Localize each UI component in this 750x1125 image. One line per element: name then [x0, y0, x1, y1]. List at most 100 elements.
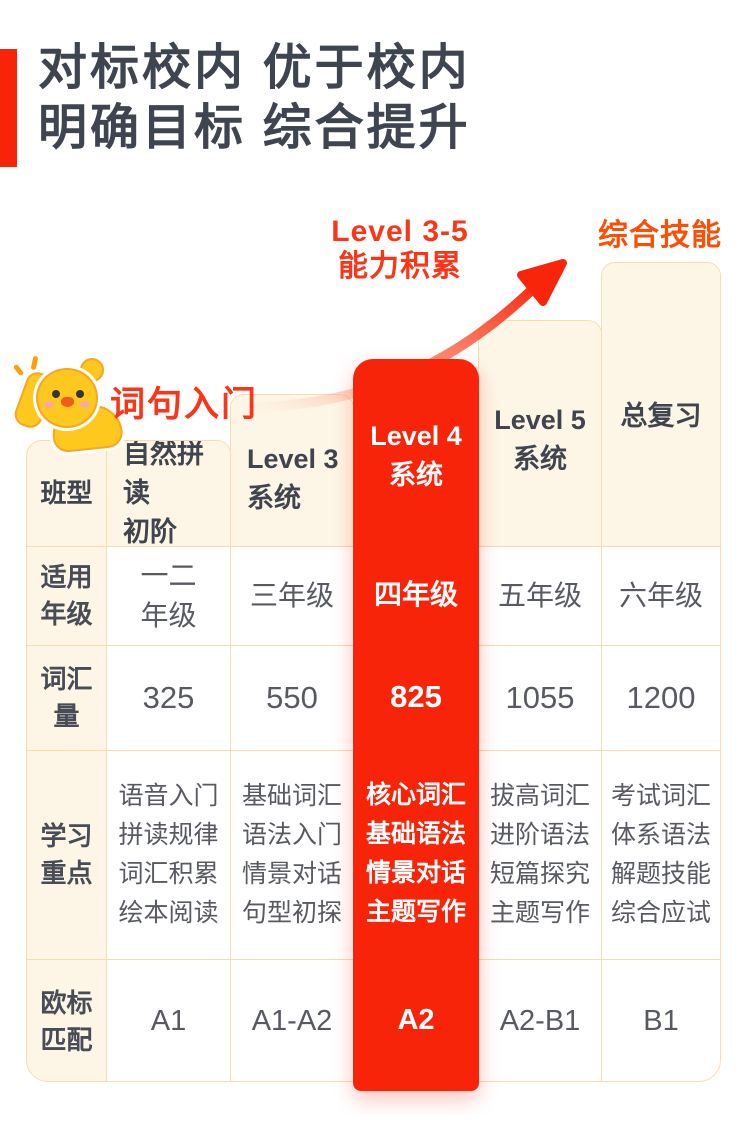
- cell-text: 句型初探: [241, 899, 342, 927]
- cell-text: 情景对话: [365, 858, 466, 887]
- cell-row-labels-focus: 学习 重点: [27, 750, 106, 959]
- cell-text: 五年级: [497, 580, 582, 611]
- cell-text: 年级: [40, 599, 93, 629]
- cell-level-4-vocab: 825: [353, 644, 479, 749]
- cell-text: 三年级: [249, 580, 334, 611]
- cell-text: 适用: [40, 562, 93, 592]
- cell-text: 主题写作: [365, 897, 466, 926]
- cell-text: B1: [643, 1005, 679, 1037]
- cell-text: 初阶: [123, 517, 177, 547]
- cell-text: 核心词汇: [365, 780, 466, 809]
- table-column-final-review: 总复习 六年级 1200 考试词汇 体系语法 解题技能 综合应试 B1: [601, 262, 721, 1082]
- cell-text: 情景对话: [241, 860, 342, 888]
- cell-text: 基础语法: [365, 819, 466, 848]
- cell-natural-phonics-cefr: A1: [107, 959, 230, 1081]
- cell-text: 550: [266, 680, 318, 715]
- cell-row-labels-grade: 适用 年级: [27, 546, 106, 645]
- cell-text: 拼读规律: [118, 821, 219, 849]
- cell-level-5-grade: 五年级: [479, 546, 601, 645]
- column-header-level-4: Level 4 系统: [353, 359, 479, 545]
- cell-text: 词汇: [40, 664, 93, 694]
- cell-final-review-cefr: B1: [602, 959, 720, 1081]
- cell-text: 体系语法: [610, 821, 711, 849]
- column-header-natural-phonics: 自然拼读 初阶: [107, 440, 230, 547]
- cell-text: 系统: [247, 482, 301, 513]
- column-header-level-3: Level 3 系统: [231, 395, 353, 546]
- cell-text: 年级: [140, 600, 197, 631]
- cell-level-4-cefr: A2: [353, 958, 479, 1082]
- cell-text: 基础词汇: [241, 782, 342, 810]
- growth-annotation: Level 3-5 能力积累: [295, 214, 505, 284]
- cell-text: 短篇探究: [489, 860, 590, 888]
- cell-text: 量: [53, 701, 80, 731]
- cell-text: 1200: [626, 680, 696, 715]
- column-header-final-review: 总复习: [602, 263, 720, 546]
- growth-annotation-line-2: 能力积累: [338, 250, 462, 283]
- cell-final-review-vocab: 1200: [602, 645, 720, 750]
- cell-text: 自然拼读: [123, 440, 204, 508]
- cell-text: 学习: [40, 821, 93, 851]
- cell-natural-phonics-vocab: 325: [107, 645, 230, 750]
- cell-text: 325: [142, 680, 195, 715]
- cell-text: 一二: [140, 560, 197, 591]
- cell-text: 语法入门: [241, 821, 342, 849]
- top-skill-label: 综合技能: [598, 219, 722, 252]
- cell-text: A1-A2: [251, 1005, 333, 1037]
- table-column-natural-phonics: 自然拼读初阶一二年级 325 语音入门拼读规律词汇积累绘本阅读 A1: [106, 440, 231, 1082]
- cell-text: Level 4: [370, 421, 462, 451]
- cell-level-4-focus: 核心词汇基础语法情景对话主题写作: [353, 749, 479, 958]
- cell-level-3-vocab: 550: [231, 645, 353, 750]
- cell-level-5-cefr: A2-B1: [479, 959, 601, 1081]
- cell-final-review-grade: 六年级: [602, 546, 720, 645]
- cell-text: 六年级: [618, 580, 703, 611]
- cell-text: 绘本阅读: [118, 899, 219, 927]
- cell-text: 825: [390, 678, 442, 714]
- mascot-cheek: [80, 401, 90, 408]
- cell-text: A1: [150, 1005, 187, 1037]
- cell-level-5-vocab: 1055: [479, 645, 601, 750]
- mascot-cheek: [44, 401, 54, 408]
- cell-text: 语音入门: [118, 782, 219, 810]
- cell-text: A2-B1: [499, 1005, 581, 1037]
- cell-text: 班型: [40, 478, 93, 508]
- cell-text: Level 3: [247, 443, 339, 474]
- cell-row-labels-vocab: 词汇量: [27, 645, 106, 750]
- cell-natural-phonics-grade: 一二 年级: [107, 546, 230, 645]
- cell-text: 考试词汇: [610, 782, 711, 810]
- cell-level-3-cefr: A1-A2: [231, 959, 353, 1081]
- entry-level-label: 词句入门: [110, 385, 259, 424]
- column-header-row-labels: 班型: [27, 441, 106, 546]
- cell-text: 系统: [389, 460, 443, 490]
- cell-natural-phonics-focus: 语音入门拼读规律词汇积累绘本阅读: [107, 750, 230, 959]
- table-column-level-5: Level 5 系统五年级 1055 拔高词汇进阶语法短篇探究主题写作 A2-B1: [478, 320, 602, 1082]
- cell-text: 拔高词汇: [489, 782, 590, 810]
- table-column-row-labels: 班型适用年级词汇量学习重点欧标 匹配: [26, 440, 107, 1082]
- cell-level-4-grade: 四年级: [353, 545, 479, 644]
- cell-text: 重点: [40, 858, 93, 888]
- cell-text: 总复习: [620, 401, 702, 431]
- cell-level-3-focus: 基础词汇语法入门情景对话句型初探: [231, 750, 353, 959]
- cell-text: 四年级: [373, 578, 458, 610]
- cell-text: 系统: [513, 443, 567, 474]
- cell-level-3-grade: 三年级: [231, 546, 353, 645]
- title-line-1: 对标校内 优于校内: [38, 41, 471, 95]
- cell-text: 主题写作: [489, 899, 590, 927]
- title-line-2: 明确目标 综合提升: [38, 101, 471, 155]
- cell-level-5-focus: 拔高词汇进阶语法短篇探究主题写作: [479, 750, 601, 959]
- cell-text: 进阶语法: [489, 821, 590, 849]
- mascot-eye: [76, 390, 84, 398]
- cell-text: 词汇积累: [118, 860, 219, 888]
- cell-text: 解题技能: [610, 860, 711, 888]
- title-accent-bar: [0, 49, 17, 167]
- cell-text: 1055: [505, 680, 575, 715]
- cell-text: 欧标: [40, 987, 93, 1018]
- table-column-level-4: Level 4 系统 四年级 825 核心词汇 基础语法 情景对话 主题写作 A2: [353, 359, 479, 1091]
- sparkle-icon: [12, 363, 25, 377]
- chick-mascot: [11, 355, 140, 454]
- cell-text: Level 5: [494, 404, 586, 435]
- cell-row-labels-cefr: 欧标 匹配: [27, 959, 106, 1081]
- page-title: 对标校内 优于校内 明确目标 综合提升: [38, 38, 471, 158]
- table-column-level-3: Level 3 系统三年级 550 基础词汇语法入门情景对话句型初探 A1-A2: [230, 394, 354, 1082]
- mascot-eye: [52, 390, 60, 398]
